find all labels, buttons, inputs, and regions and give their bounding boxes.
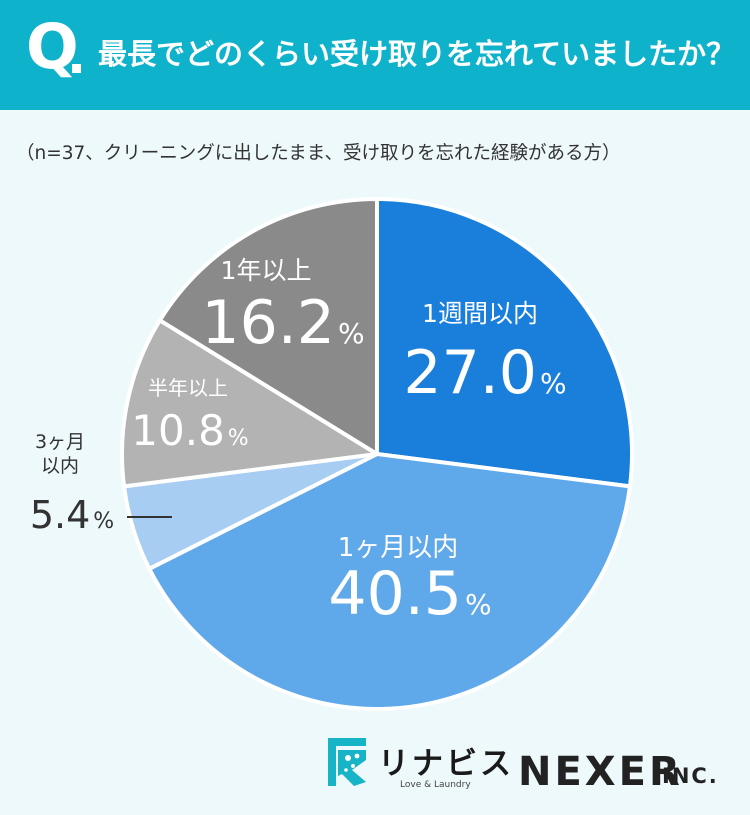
slice-label-1: 1週間以内 xyxy=(422,299,538,328)
nexer-logo-text: NEXER xyxy=(518,749,683,795)
pie-slice-4 xyxy=(120,318,379,489)
slice-label-3-line-2: 以内 xyxy=(41,455,79,477)
slice-value-4-number: 10.8 xyxy=(131,406,225,455)
slice-label-3-line-1: 3ヶ月 xyxy=(35,431,85,453)
sample-note: （n=37、クリーニングに出したまま、受け取りを忘れた経験がある方） xyxy=(16,143,621,164)
pie-slice-2 xyxy=(147,452,632,711)
linaviss-logo-icon xyxy=(326,736,372,794)
pie-slice-5 xyxy=(157,197,379,456)
q-mark: Q xyxy=(26,10,79,83)
slice-label-4: 半年以上 xyxy=(148,376,228,400)
slice-value-1: 27.0% xyxy=(403,338,566,408)
slice-value-5-unit: % xyxy=(338,317,365,350)
question-title: 最長でどのくらい受け取りを忘れていましたか？ xyxy=(98,37,736,71)
nexer-inc-text: INC. xyxy=(662,764,719,788)
slice-value-3-number: 5.4 xyxy=(30,493,90,537)
slice-value-2: 40.5% xyxy=(328,559,491,629)
slice-value-5-number: 16.2 xyxy=(201,288,335,358)
q-dot xyxy=(72,64,81,73)
slice-value-4-unit: % xyxy=(228,426,249,451)
slice-label-2: 1ヶ月以内 xyxy=(338,533,459,563)
slice-value-2-number: 40.5 xyxy=(328,559,462,629)
slice-value-3: 5.4% xyxy=(30,493,114,537)
slice-value-1-number: 27.0 xyxy=(403,338,537,408)
slice-value-5: 16.2% xyxy=(201,288,364,358)
linaviss-tagline: Love & Laundry xyxy=(400,780,471,790)
slice-value-1-unit: % xyxy=(540,367,567,400)
pie-slice-1 xyxy=(375,197,634,489)
slice-value-3-unit: % xyxy=(93,509,114,534)
slice-value-2-unit: % xyxy=(465,588,492,621)
slice-label-5: 1年以上 xyxy=(221,256,312,285)
linaviss-logo-text: リナビス xyxy=(378,746,514,782)
slice-value-4: 10.8% xyxy=(131,406,248,455)
header-bar: Q 最長でどのくらい受け取りを忘れていましたか？ xyxy=(0,0,750,110)
